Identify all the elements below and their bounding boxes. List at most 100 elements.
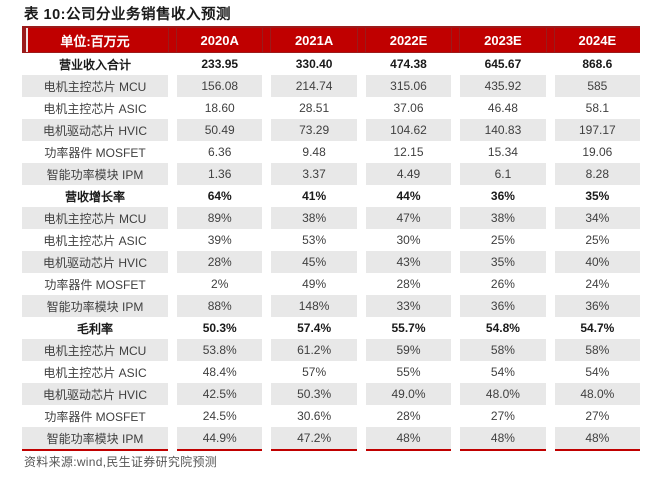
column-gap (168, 119, 177, 141)
column-gap (451, 75, 461, 97)
cell-value: 8.28 (554, 163, 641, 185)
cell-value: 4.49 (365, 163, 452, 185)
cell-value: 50.3% (271, 383, 357, 405)
column-gap (451, 119, 461, 141)
cell-value: 39% (207, 233, 232, 247)
section-row: 营业收入合计 233.95 330.40 474.38 645.67 868.6 (22, 53, 640, 75)
cell-value: 585 (554, 75, 641, 97)
column-gap (545, 339, 555, 361)
cell-value: 47% (365, 207, 452, 229)
column-gap (451, 383, 461, 405)
cell-value: 58% (554, 339, 641, 361)
cell-value: 42.5% (177, 383, 263, 405)
column-gap (262, 141, 272, 163)
column-gap (451, 185, 461, 207)
cell-value: 1.36 (177, 163, 263, 185)
column-gap (262, 383, 272, 405)
column-gap (451, 405, 461, 427)
column-gap (168, 405, 177, 427)
header-column-gap (168, 28, 177, 52)
row-label: 电机主控芯片 ASIC (43, 233, 147, 248)
column-gap (262, 405, 272, 427)
column-gap (168, 383, 177, 405)
column-gap (356, 295, 366, 317)
column-gap (262, 339, 272, 361)
column-gap (451, 339, 461, 361)
cell-value: 104.62 (365, 119, 452, 141)
row-label: 电机主控芯片 MCU (22, 75, 168, 97)
column-gap (545, 295, 555, 317)
column-gap (451, 251, 461, 273)
table-bottom-rule (22, 449, 641, 451)
bottom-rule-gap (545, 449, 555, 451)
cell-value: 50.3% (202, 321, 237, 335)
table-row: 电机主控芯片 ASIC 39% 53% 30% 25% 25% (22, 229, 640, 251)
cell-value: 156.08 (177, 75, 263, 97)
column-gap (168, 97, 177, 119)
column-gap (356, 383, 366, 405)
table-row: 电机主控芯片 MCU 89% 38% 47% 38% 34% (22, 207, 641, 229)
column-gap (168, 229, 177, 251)
column-gap (545, 405, 555, 427)
cell-value: 45% (271, 251, 357, 273)
cell-value: 44.9% (177, 427, 263, 449)
column-gap (262, 53, 272, 75)
table-row: 智能功率模块 IPM 88% 148% 33% 36% 36% (22, 295, 641, 317)
header-column-gap (451, 28, 461, 52)
column-gap (168, 317, 177, 339)
cell-value: 233.95 (201, 57, 239, 71)
cell-value: 48% (365, 427, 452, 449)
cell-value: 50.49 (177, 119, 263, 141)
bottom-rule-gap (356, 449, 366, 451)
cell-value: 48.0% (460, 383, 546, 405)
row-label: 电机主控芯片 MCU (22, 339, 168, 361)
table-row: 功率器件 MOSFET 6.36 9.48 12.15 15.34 19.06 (22, 141, 640, 163)
column-gap (168, 75, 177, 97)
column-gap (545, 273, 555, 295)
row-label: 智能功率模块 IPM (22, 427, 168, 449)
bottom-rule-gap (168, 449, 177, 451)
table-row: 智能功率模块 IPM 44.9% 47.2% 48% 48% 48% (22, 427, 641, 449)
column-gap (168, 163, 177, 185)
cell-value: 19.06 (582, 145, 613, 159)
column-gap (451, 229, 461, 251)
cell-value: 38% (460, 207, 546, 229)
column-gap (451, 361, 461, 383)
cell-value: 30% (396, 233, 421, 247)
column-gap (262, 427, 272, 449)
bottom-rule-segment (22, 449, 168, 451)
cell-value: 48% (554, 427, 641, 449)
column-gap (356, 185, 366, 207)
cell-value: 53.8% (177, 339, 263, 361)
header-column-gap (545, 28, 555, 52)
row-label: 电机驱动芯片 HVIC (22, 119, 168, 141)
column-gap (262, 75, 272, 97)
column-gap (451, 163, 461, 185)
cell-value: 6.36 (208, 145, 232, 159)
cell-value: 48.0% (554, 383, 641, 405)
cell-value: 88% (177, 295, 263, 317)
column-gap (451, 141, 461, 163)
row-label: 功率器件 MOSFET (44, 145, 146, 160)
column-gap (356, 141, 366, 163)
table-row: 电机主控芯片 ASIC 18.60 28.51 37.06 46.48 58.1 (22, 97, 640, 119)
cell-value: 57% (302, 365, 327, 379)
table-row: 电机驱动芯片 HVIC 50.49 73.29 104.62 140.83 197.17 (22, 119, 641, 141)
row-label: 电机驱动芯片 HVIC (22, 251, 168, 273)
cell-value: 41% (302, 189, 327, 203)
cell-value: 61.2% (271, 339, 357, 361)
cell-value: 18.60 (204, 101, 235, 115)
column-gap (262, 229, 272, 251)
cell-value: 54% (585, 365, 610, 379)
cell-value: 43% (365, 251, 452, 273)
table-body: 营业收入合计 233.95 330.40 474.38 645.67 868.6 电机主控芯… (22, 53, 641, 449)
cell-value: 25% (585, 233, 610, 247)
table-title: 表 10:公司分业务销售收入预测 (24, 7, 231, 23)
column-gap (168, 339, 177, 361)
column-gap (545, 53, 555, 75)
source-note: 资料来源:wind,民生证券研究院预测 (24, 455, 218, 469)
column-gap (451, 97, 461, 119)
column-gap (168, 427, 177, 449)
column-gap (356, 427, 366, 449)
cell-value: 59% (365, 339, 452, 361)
